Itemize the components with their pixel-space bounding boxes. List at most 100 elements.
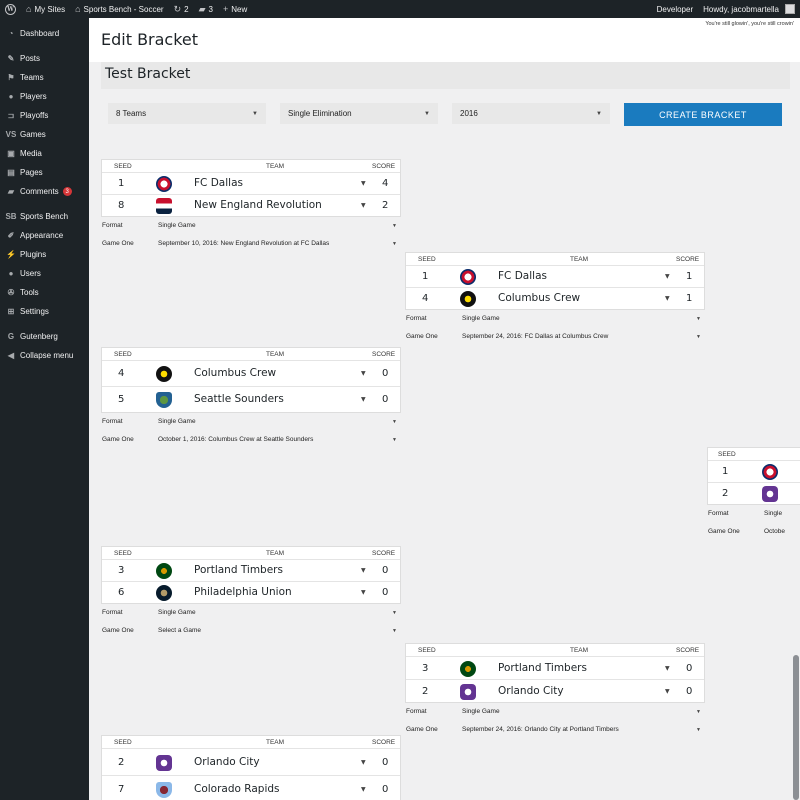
matchup: SEED TEAM SCORE 4 Columbus Crew ▼ 0 5 Seattle So…	[101, 347, 401, 449]
sidebar-item-label: Posts	[20, 54, 41, 63]
chevron-down-icon[interactable]: ▼	[361, 567, 366, 574]
score-input[interactable]: 1	[686, 293, 693, 304]
score-input[interactable]: 0	[382, 587, 389, 598]
sidebar-item-games[interactable]: VS Games	[0, 125, 89, 144]
chevron-down-icon[interactable]: ▼	[361, 202, 366, 209]
sidebar-item-label: Playoffs	[20, 111, 49, 120]
format-select[interactable]: Format Single Game ▼	[102, 222, 397, 229]
team-row[interactable]: 2	[708, 482, 800, 504]
developer-link[interactable]: Developer	[656, 4, 694, 14]
sidebar-item-plugins[interactable]: ⚡ Plugins	[0, 245, 89, 264]
chevron-down-icon[interactable]: ▼	[361, 786, 366, 793]
team-select[interactable]: Portland Timbers	[194, 564, 283, 576]
updates-link[interactable]: ↻ 2	[173, 3, 189, 14]
new-content-link[interactable]: + New	[222, 4, 248, 14]
sidebar-item-gutenberg[interactable]: G Gutenberg	[0, 327, 89, 346]
sidebar-item-settings[interactable]: ⊞ Settings	[0, 302, 89, 321]
orlando-city-logo-icon	[460, 684, 476, 700]
chevron-down-icon[interactable]: ▼	[665, 665, 670, 672]
chevron-down-icon[interactable]: ▼	[665, 295, 670, 302]
site-name-link[interactable]: ⌂ Sports Bench - Soccer	[75, 4, 164, 14]
seed-value: 5	[118, 394, 125, 405]
matchup-header: SEED TEAM SCORE	[114, 550, 396, 557]
sidebar-item-users[interactable]: ● Users	[0, 264, 89, 283]
appearance-icon: ✐	[7, 231, 15, 240]
sidebar-item-playoffs[interactable]: ⊐ Playoffs	[0, 106, 89, 125]
my-sites-link[interactable]: ⌂ My Sites	[26, 4, 66, 14]
game-select[interactable]: Game One September 10, 2016: New England …	[102, 240, 397, 247]
chevron-down-icon[interactable]: ▼	[665, 688, 670, 695]
score-input[interactable]: 0	[382, 394, 389, 405]
chevron-down-icon[interactable]: ▼	[361, 396, 366, 403]
chevron-down-icon[interactable]: ▼	[361, 759, 366, 766]
sidebar-item-players[interactable]: ● Players	[0, 87, 89, 106]
format-select[interactable]: Format Single Game ▼	[102, 609, 397, 616]
comment-icon: ▰	[198, 3, 206, 14]
team-select[interactable]: Colorado Rapids	[194, 783, 280, 795]
scrollbar[interactable]	[793, 655, 799, 800]
game-select[interactable]: Game One September 24, 2016: FC Dallas at…	[406, 333, 701, 340]
team-row[interactable]: 1	[708, 460, 800, 482]
score-input[interactable]: 0	[686, 663, 693, 674]
season-select[interactable]: 2016 ▼	[452, 103, 610, 124]
score-input[interactable]: 1	[686, 271, 693, 282]
games-icon: VS	[5, 130, 17, 139]
team-select[interactable]: Seattle Sounders	[194, 393, 284, 405]
seed-value: 4	[118, 368, 125, 379]
team-select[interactable]: Columbus Crew	[194, 367, 277, 379]
game-select[interactable]: Game One September 24, 2016: Orlando City…	[406, 726, 701, 733]
matchup: SEED TEAM SCORE 3 Portland Timbers ▼ 0 2 Orlando…	[405, 643, 705, 739]
format-select[interactable]: Format Single Game ▼	[406, 708, 701, 715]
score-input[interactable]: 0	[686, 686, 693, 697]
team-select[interactable]: New England Revolution	[194, 199, 322, 211]
game-select[interactable]: Game One Octobe	[708, 528, 785, 535]
columbus-crew-logo-icon	[156, 366, 172, 382]
sidebar-item-sports-bench[interactable]: SB Sports Bench	[0, 207, 89, 226]
bracket-name-field[interactable]: Test Bracket	[101, 62, 790, 89]
chevron-down-icon: ▼	[696, 727, 701, 733]
sidebar-item-tools[interactable]: ✇ Tools	[0, 283, 89, 302]
sidebar-item-label: Pages	[20, 168, 43, 177]
sidebar-item-collapse-menu[interactable]: ◀ Collapse menu	[0, 346, 89, 365]
team-select[interactable]: Orlando City	[498, 685, 564, 697]
chevron-down-icon[interactable]: ▼	[361, 370, 366, 377]
players-icon: ●	[8, 92, 14, 101]
team-select[interactable]: FC Dallas	[498, 270, 547, 282]
game-select[interactable]: Game One Select a Game ▼	[102, 627, 397, 634]
teams-select[interactable]: 8 Teams ▼	[108, 103, 266, 124]
chevron-down-icon[interactable]: ▼	[361, 589, 366, 596]
score-input[interactable]: 0	[382, 565, 389, 576]
format-select[interactable]: Single Elimination ▼	[280, 103, 438, 124]
format-select[interactable]: Format Single Game ▼	[406, 315, 701, 322]
account-menu[interactable]: Howdy, jacobmartella	[698, 0, 800, 18]
team-select[interactable]: Portland Timbers	[498, 662, 587, 674]
score-input[interactable]: 0	[382, 757, 389, 768]
score-input[interactable]: 2	[382, 200, 389, 211]
team-select[interactable]: FC Dallas	[194, 177, 243, 189]
format-select[interactable]: Format Single Game ▼	[102, 418, 397, 425]
collapse-icon: ◀	[7, 351, 15, 360]
create-bracket-button[interactable]: CREATE BRACKET	[624, 103, 782, 126]
score-input[interactable]: 0	[382, 368, 389, 379]
sidebar-item-posts[interactable]: ✎ Posts	[0, 49, 89, 68]
team-select[interactable]: Orlando City	[194, 756, 260, 768]
sidebar-item-media[interactable]: ▣ Media	[0, 144, 89, 163]
chevron-down-icon[interactable]: ▼	[361, 180, 366, 187]
chevron-down-icon[interactable]: ▼	[665, 273, 670, 280]
avatar	[785, 4, 795, 14]
comments-link[interactable]: ▰ 3	[198, 3, 213, 14]
format-field[interactable]: Format Single	[708, 510, 783, 517]
sports-bench-icon: SB	[5, 212, 17, 221]
sidebar-item-pages[interactable]: ▤ Pages	[0, 163, 89, 182]
wordpress-logo-button[interactable]: W	[0, 0, 21, 18]
team-select[interactable]: Philadelphia Union	[194, 586, 292, 598]
sidebar-item-comments[interactable]: ▰ Comments 3	[0, 182, 89, 201]
game-select[interactable]: Game One October 1, 2016: Columbus Crew a…	[102, 436, 397, 443]
score-input[interactable]: 0	[382, 784, 389, 795]
sidebar-item-teams[interactable]: ⚑ Teams	[0, 68, 89, 87]
playoffs-icon: ⊐	[7, 111, 15, 120]
sidebar-item-dashboard[interactable]: ◔ Dashboard	[0, 24, 89, 43]
score-input[interactable]: 4	[382, 178, 389, 189]
team-select[interactable]: Columbus Crew	[498, 292, 581, 304]
sidebar-item-appearance[interactable]: ✐ Appearance	[0, 226, 89, 245]
